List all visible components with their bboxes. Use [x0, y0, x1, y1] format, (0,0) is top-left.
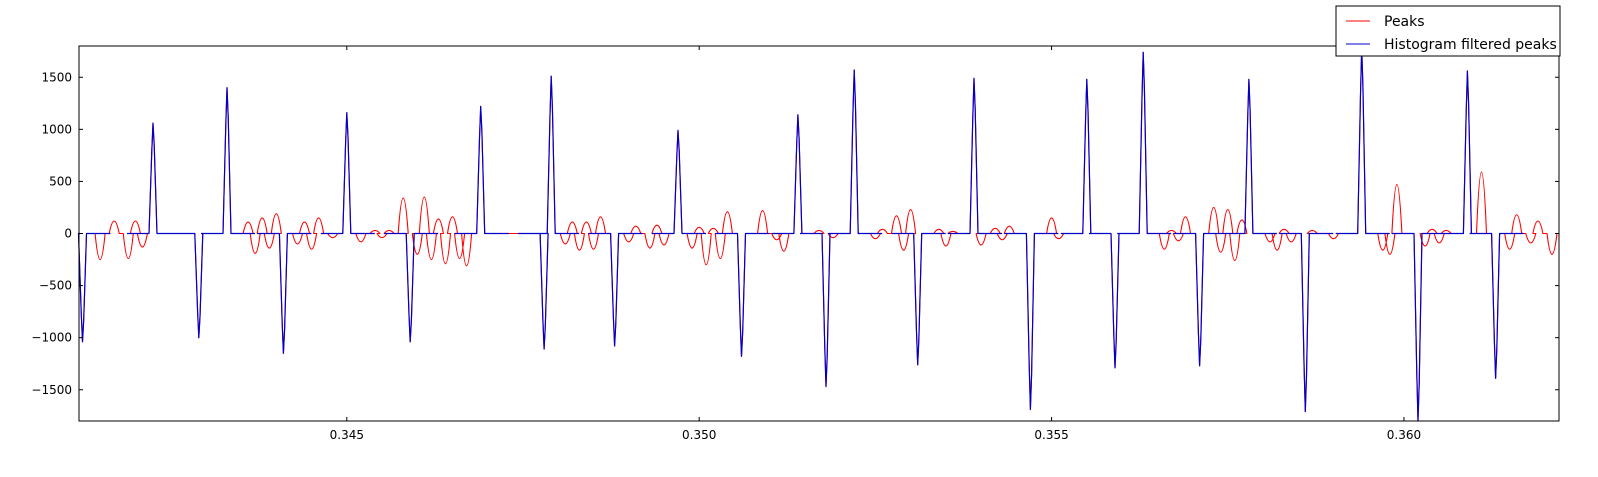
x-tick-label: 0.355 [1034, 428, 1068, 442]
y-tick-label: 500 [49, 174, 72, 188]
legend-box [1335, 5, 1561, 57]
series-layer [77, 47, 1559, 422]
legend: Peaks Histogram filtered peaks [1335, 5, 1561, 57]
y-tick-label: 1500 [41, 70, 72, 84]
legend-label-peaks: Peaks [1384, 14, 1425, 30]
y-tick-label: −1500 [31, 383, 72, 397]
y-tick-label: −500 [39, 279, 72, 293]
y-tick-label: 0 [64, 227, 72, 241]
x-tick-label: 0.360 [1387, 428, 1421, 442]
legend-label-filtered: Histogram filtered peaks [1384, 37, 1557, 53]
x-tick-label: 0.350 [682, 428, 716, 442]
ticks-layer: 0.345 0.350 0.355 0.360 1500 1000 500 0 −500 −100… [31, 46, 1559, 442]
y-tick-label: −1000 [31, 331, 72, 345]
y-tick-label: 1000 [41, 122, 72, 136]
x-tick-label: 0.345 [330, 428, 364, 442]
